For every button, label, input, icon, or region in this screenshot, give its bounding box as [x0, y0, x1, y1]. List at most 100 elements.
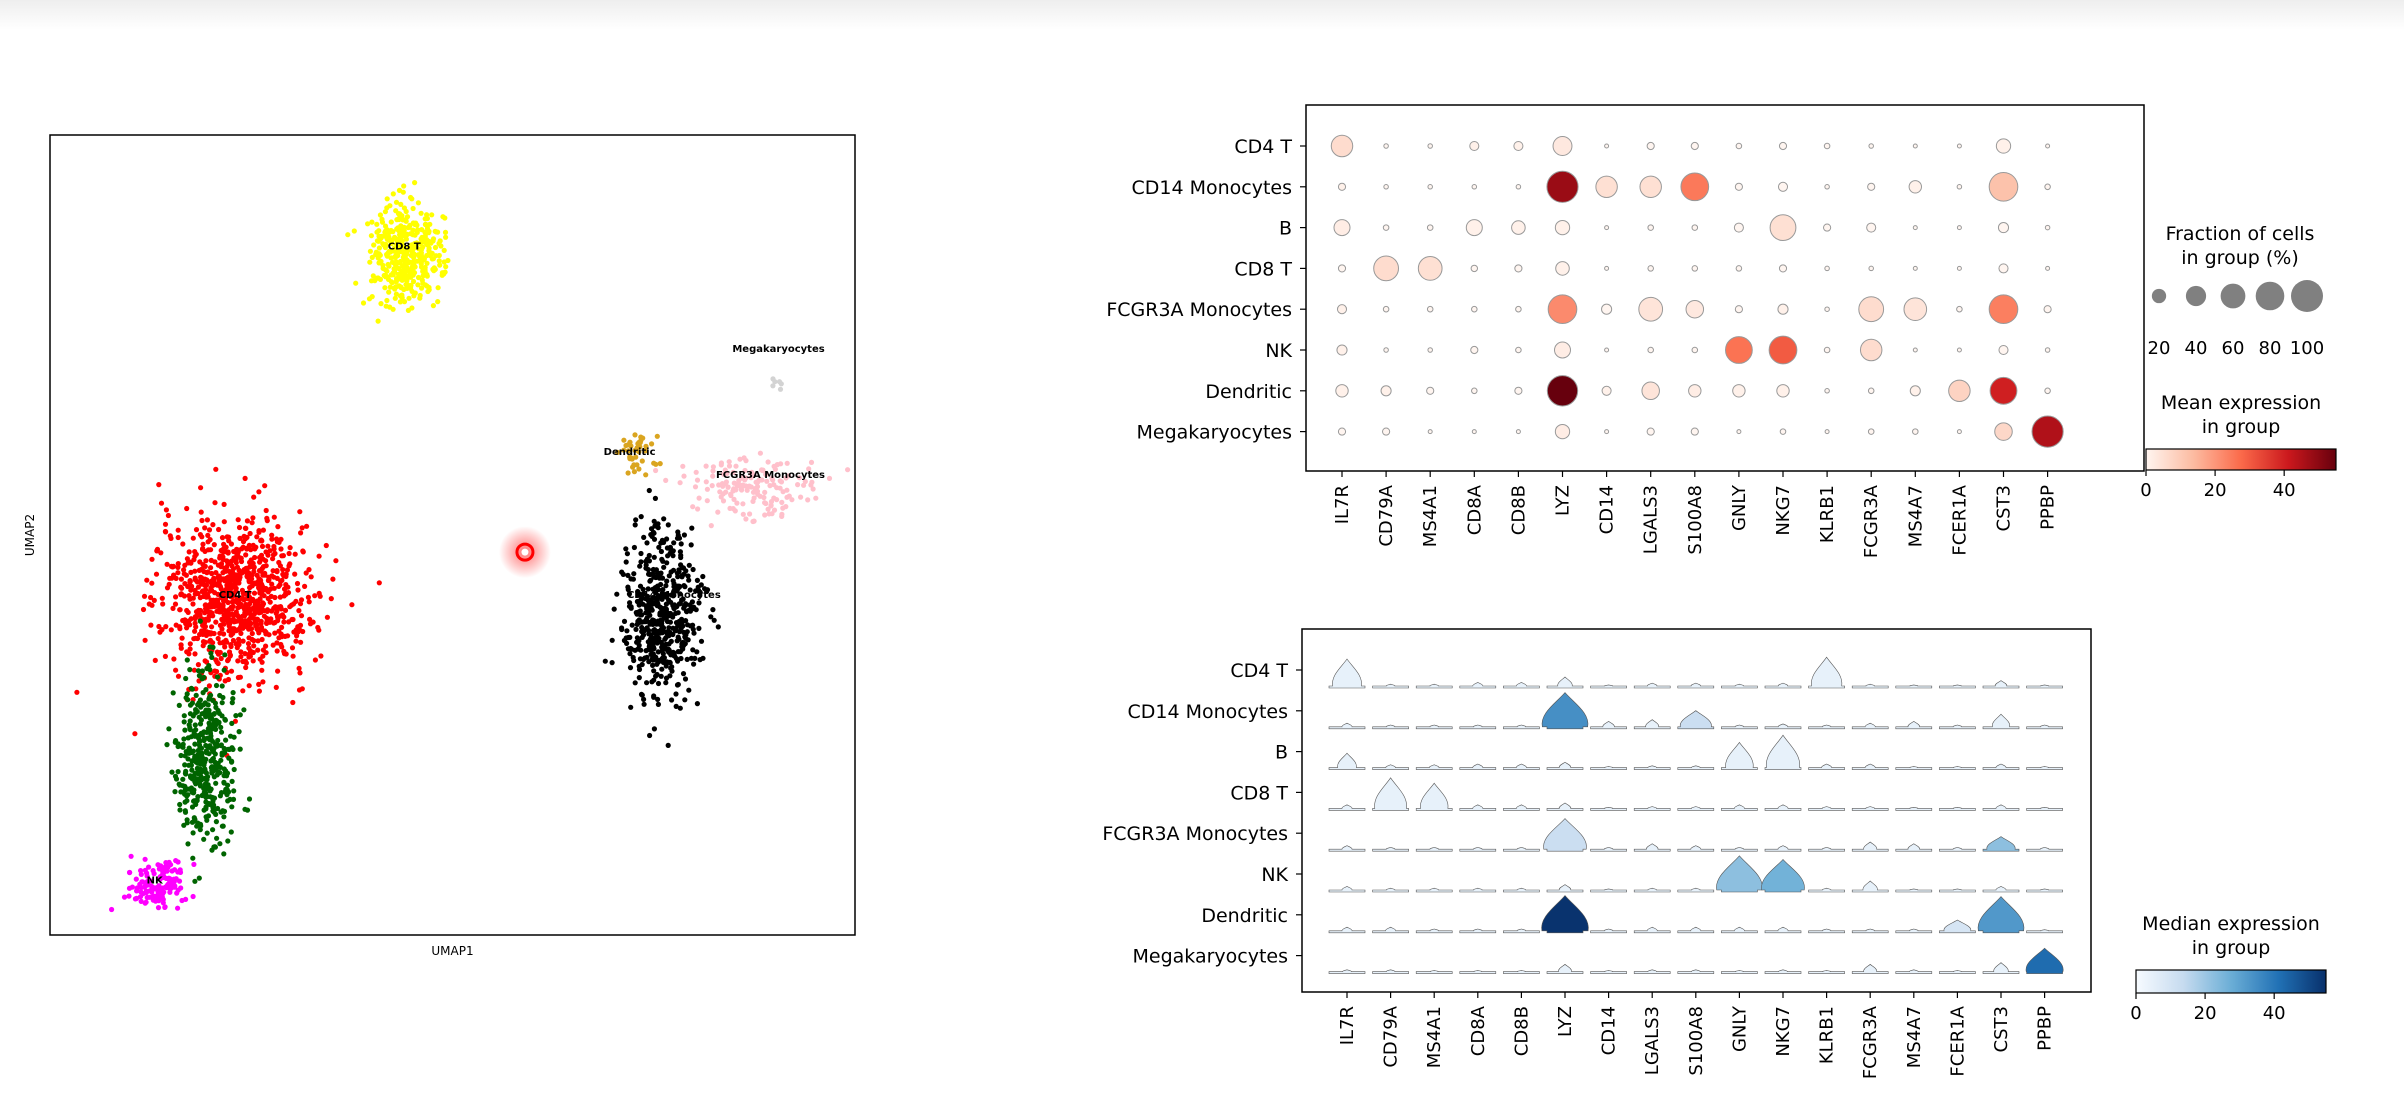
umap-point: [270, 642, 276, 648]
violin-colorbar: [2135, 969, 2327, 994]
umap-point: [186, 722, 192, 728]
umap-point: [688, 542, 694, 548]
umap-point: [247, 584, 253, 590]
violin-megakaryocytes-fcer1a: [1939, 970, 1976, 974]
umap-point: [260, 527, 266, 533]
violin-b-fcgr3a: [1851, 763, 1889, 770]
dotplot-col-label-lgals3: LGALS3: [1641, 485, 1662, 554]
umap-point: [282, 586, 288, 592]
violin-cd4-t-cst3: [1982, 680, 2020, 689]
umap-point: [250, 542, 256, 548]
umap-point: [204, 750, 210, 756]
umap-point: [690, 504, 696, 510]
umap-point: [222, 608, 229, 614]
dot-megakaryocytes-fcer1a: [1956, 429, 1962, 435]
umap-point: [400, 263, 406, 269]
cluster-cd4-t: [74, 466, 382, 758]
umap-point: [663, 583, 669, 589]
umap-point: [765, 506, 771, 512]
umap-point: [230, 616, 236, 623]
umap-point: [184, 505, 190, 512]
umap-point: [247, 626, 253, 632]
umap-point: [126, 893, 132, 899]
umap-point: [182, 799, 188, 805]
dot-fcgr3a-monocytes-ms4a1: [1426, 305, 1434, 313]
umap-point: [170, 564, 176, 570]
umap-point: [671, 540, 677, 546]
dot-dendritic-lyz: [1546, 375, 1579, 407]
cluster-nk: [109, 853, 197, 913]
umap-point: [671, 584, 677, 590]
umap-point: [287, 561, 293, 567]
umap-point: [221, 667, 227, 673]
umap-point: [654, 640, 660, 646]
umap-point: [249, 630, 255, 637]
umap-point: [213, 682, 220, 689]
umap-point: [222, 716, 228, 723]
umap-point: [205, 532, 211, 539]
violin-cd14-monocytes-cd14: [1590, 721, 1627, 730]
umap-point: [390, 272, 396, 278]
umap-point: [722, 481, 729, 487]
umap-point: [778, 461, 784, 467]
umap-point: [269, 532, 275, 538]
violin-fcgr3a-monocytes-cd14: [1590, 847, 1627, 852]
umap-point: [246, 796, 253, 802]
dot-b-fcer1a: [1956, 225, 1962, 231]
umap-point: [806, 466, 812, 472]
umap-point: [226, 538, 232, 544]
umap-point: [298, 530, 304, 536]
umap-point: [221, 501, 227, 507]
umap-point: [770, 376, 776, 382]
umap-point: [316, 627, 322, 633]
violin-cd4-t-cd14: [1590, 684, 1627, 689]
umap-point: [609, 637, 615, 643]
umap-point: [211, 795, 218, 801]
umap-point: [725, 484, 731, 490]
umap-point: [810, 486, 816, 492]
dot-dendritic-fcer1a: [1948, 379, 1971, 403]
violin-fcgr3a-monocytes-lyz: [1543, 818, 1587, 852]
umap-point: [189, 767, 195, 773]
umap-point: [809, 479, 815, 485]
umap-point: [162, 904, 168, 910]
umap-point: [182, 581, 188, 587]
umap-point: [205, 813, 212, 819]
dot-fcgr3a-monocytes-ms4a7: [1903, 297, 1928, 322]
dot-megakaryocytes-cd8a: [1471, 429, 1477, 435]
umap-point: [670, 593, 676, 599]
dot-cd8-t-cd8a: [1470, 264, 1479, 273]
umap-point: [639, 458, 645, 464]
umap-point: [435, 285, 441, 291]
cluster-label-megakaryocytes: Megakaryocytes: [732, 344, 824, 355]
violin-col-label-cd79a: CD79A: [1381, 1005, 1402, 1067]
umap-point: [306, 599, 312, 605]
umap-point: [400, 254, 406, 260]
umap-point: [202, 525, 208, 531]
violin-nk-il7r: [1328, 886, 1366, 893]
umap-point: [230, 796, 237, 803]
umap-point: [189, 776, 195, 782]
umap-point: [192, 568, 198, 574]
umap-point: [170, 690, 176, 696]
umap-point: [691, 661, 697, 667]
umap-point: [638, 559, 644, 565]
cluster-cd8-t: [345, 180, 451, 324]
violin-cd4-t-fcgr3a: [1851, 683, 1889, 689]
umap-point: [661, 564, 667, 570]
umap-point: [631, 657, 637, 664]
dot-b-cd8b: [1511, 220, 1526, 235]
violin-megakaryocytes-cd79a: [1372, 969, 1409, 974]
umap-point: [251, 494, 257, 500]
umap-point: [141, 593, 148, 599]
violin-cd14-monocytes-lgals3: [1633, 719, 1671, 730]
umap-point: [181, 567, 187, 573]
umap-point: [152, 657, 158, 664]
umap-point: [406, 267, 412, 273]
violin-megakaryocytes-lgals3: [1633, 969, 1671, 974]
umap-point: [409, 196, 415, 202]
umap-point: [694, 649, 700, 655]
umap-point: [383, 267, 389, 273]
umap-point: [826, 475, 833, 481]
umap-point: [197, 618, 203, 624]
